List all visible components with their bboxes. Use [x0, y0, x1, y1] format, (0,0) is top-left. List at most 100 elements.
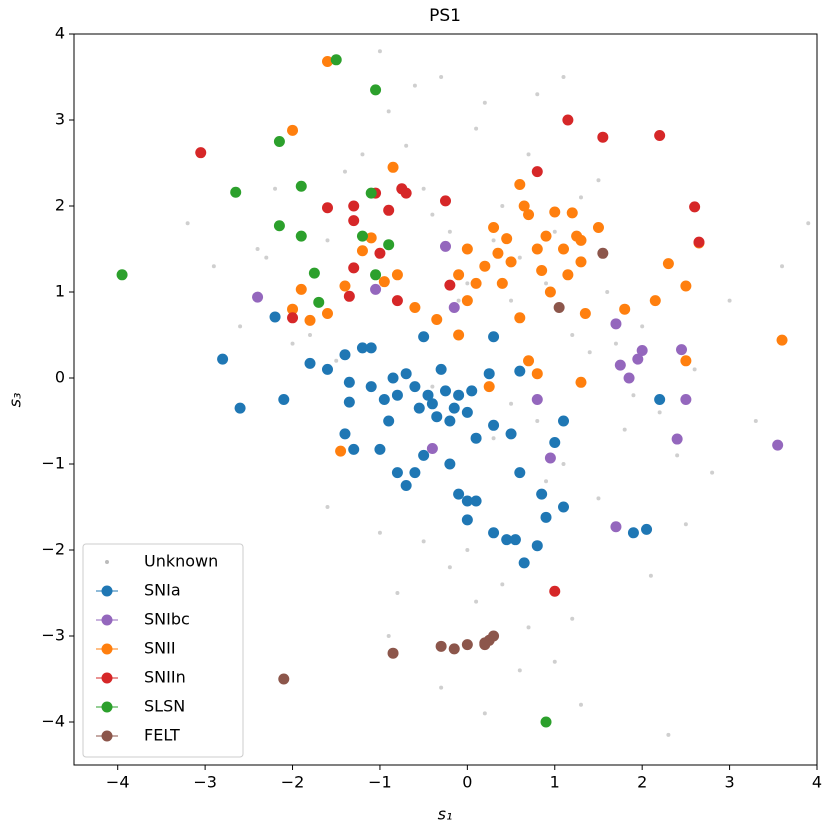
point — [488, 222, 500, 233]
x-tick-label: 0 — [462, 773, 472, 792]
background-point — [211, 264, 216, 269]
point — [383, 204, 395, 216]
point — [287, 124, 299, 136]
point — [448, 643, 460, 655]
point — [343, 376, 355, 388]
point — [461, 514, 473, 526]
point — [597, 131, 609, 143]
point — [492, 247, 504, 259]
background-point — [535, 92, 540, 97]
point — [308, 267, 320, 279]
point — [339, 428, 351, 440]
background-point — [482, 100, 487, 105]
background-point — [509, 401, 514, 406]
background-point — [491, 238, 496, 243]
point — [531, 243, 543, 255]
point — [448, 301, 460, 313]
point — [356, 230, 368, 242]
point — [549, 437, 561, 448]
background-point — [404, 143, 409, 148]
point — [356, 245, 368, 257]
background-point — [596, 178, 601, 183]
x-tick-label: 2 — [637, 773, 647, 792]
point — [339, 280, 351, 292]
point — [689, 201, 701, 213]
background-point — [613, 341, 618, 346]
point — [549, 206, 561, 218]
point — [422, 389, 434, 401]
point — [321, 202, 333, 214]
point — [435, 363, 447, 375]
point — [654, 394, 666, 405]
background-point — [570, 616, 575, 621]
background-point — [491, 436, 496, 441]
point — [391, 389, 403, 401]
point — [378, 276, 390, 288]
background-point — [474, 126, 479, 131]
point — [413, 402, 425, 414]
point — [444, 279, 456, 291]
point — [269, 311, 281, 323]
point — [321, 363, 333, 375]
point — [295, 180, 307, 192]
background-point — [290, 341, 295, 346]
background-point — [325, 238, 330, 243]
background-point — [430, 212, 435, 217]
legend-label: SLSN — [144, 697, 185, 716]
point — [374, 247, 386, 259]
point — [496, 277, 508, 289]
point — [335, 445, 347, 457]
y-tick-label: −3 — [41, 626, 65, 645]
x-axis-label: s₁ — [438, 805, 453, 824]
background-point — [535, 419, 540, 423]
point — [418, 331, 430, 343]
point — [348, 200, 360, 212]
point — [514, 312, 526, 324]
background-point — [255, 247, 260, 251]
point — [514, 179, 526, 190]
point — [273, 220, 285, 232]
point — [348, 262, 360, 274]
point — [461, 639, 473, 651]
point — [558, 415, 570, 427]
point — [514, 365, 526, 377]
background-point — [447, 565, 452, 570]
point — [461, 295, 473, 307]
background-point — [727, 298, 732, 303]
point — [501, 233, 513, 245]
point — [649, 295, 661, 307]
y-tick-label: 3 — [55, 110, 65, 129]
legend-marker — [101, 643, 113, 655]
point — [116, 269, 128, 281]
point — [444, 415, 456, 427]
y-tick-label: 4 — [55, 24, 65, 43]
background-point — [342, 169, 347, 174]
legend-label: SNIbc — [144, 610, 190, 629]
background-point — [386, 634, 391, 638]
background-point — [386, 109, 391, 114]
background-point — [439, 685, 444, 690]
point — [479, 639, 491, 651]
background-point — [421, 186, 426, 191]
point — [614, 359, 626, 371]
point — [579, 308, 591, 319]
background-point — [474, 599, 479, 604]
point — [343, 396, 355, 408]
legend-marker — [101, 585, 113, 597]
background-point — [421, 539, 426, 544]
background-point — [482, 711, 487, 716]
point — [217, 353, 229, 365]
background-point — [465, 548, 470, 552]
point — [273, 136, 285, 147]
point — [453, 269, 465, 281]
point — [431, 411, 443, 423]
x-tick-label: 3 — [724, 773, 734, 792]
plot-frame — [73, 33, 818, 766]
background-point — [552, 659, 557, 664]
point — [378, 394, 390, 405]
legend-marker — [105, 560, 109, 564]
point — [365, 187, 377, 199]
background-point — [500, 204, 505, 208]
y-tick-label: −2 — [41, 540, 65, 559]
background-point — [439, 75, 444, 79]
